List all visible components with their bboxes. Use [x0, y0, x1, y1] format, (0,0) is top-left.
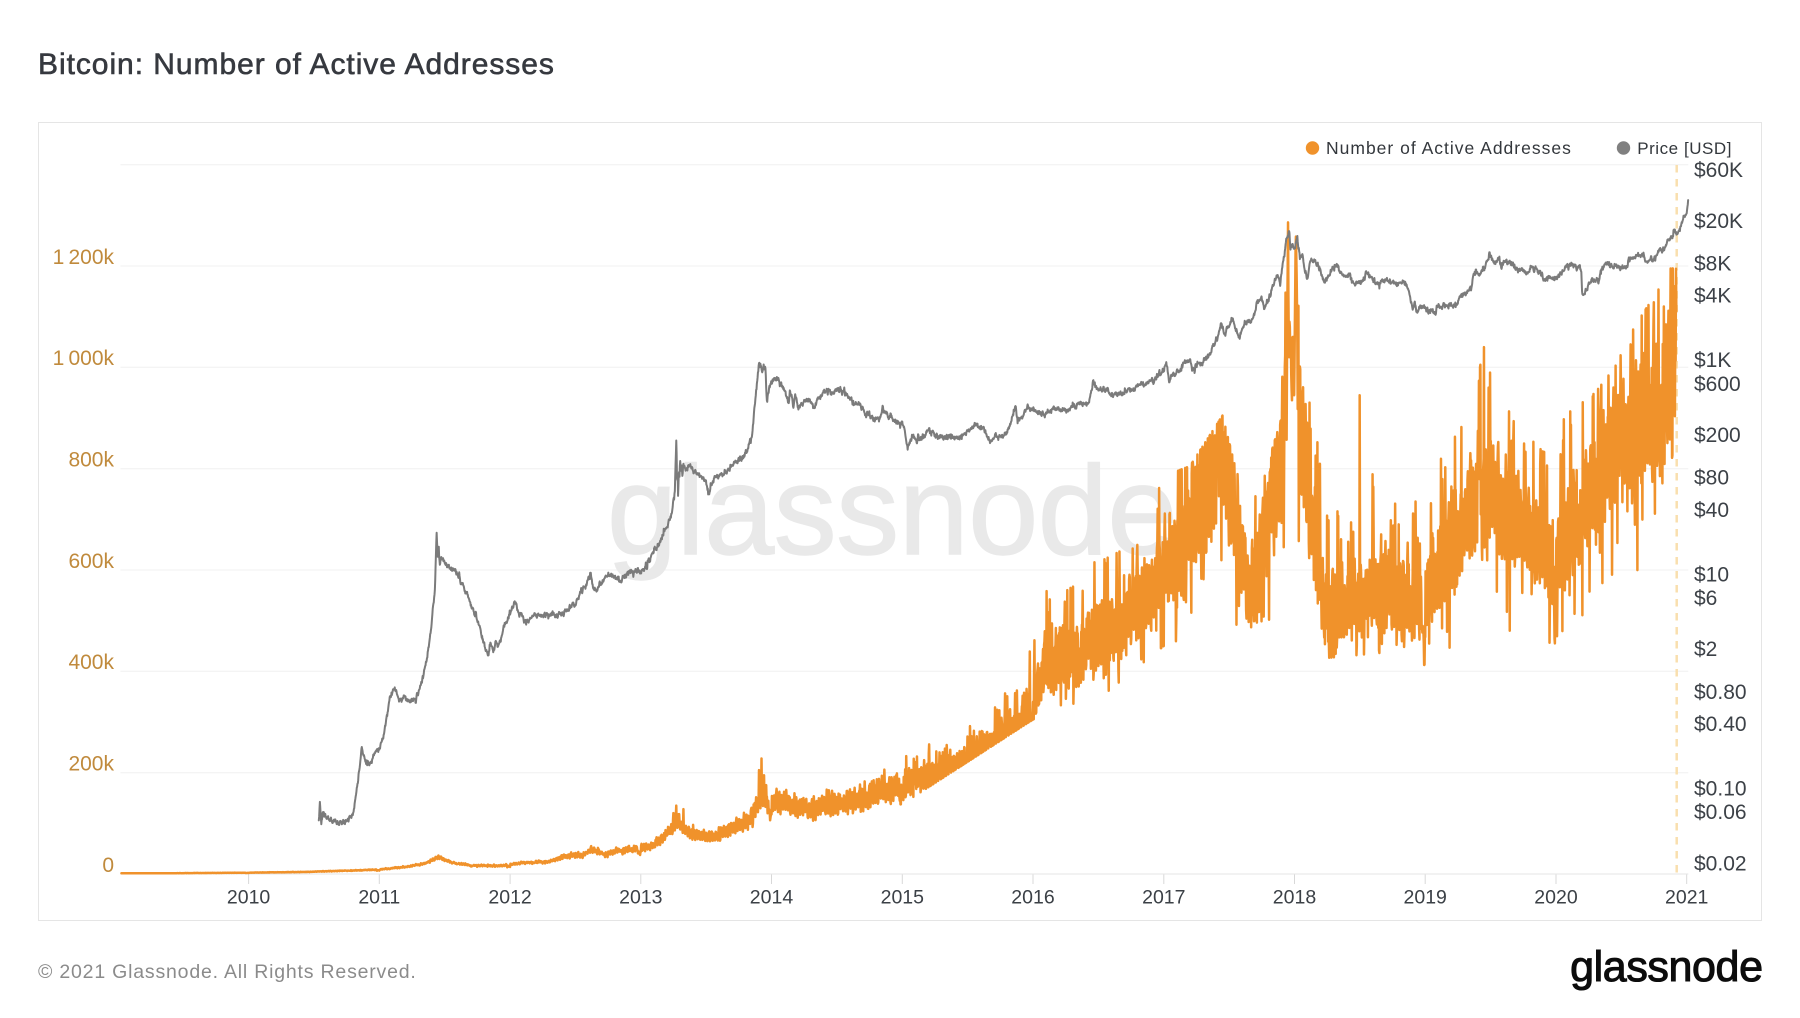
- svg-text:2019: 2019: [1404, 887, 1447, 909]
- svg-text:2016: 2016: [1011, 887, 1054, 909]
- svg-text:$0.40: $0.40: [1694, 713, 1747, 736]
- svg-text:200k: 200k: [68, 753, 114, 776]
- svg-text:2017: 2017: [1142, 887, 1185, 909]
- svg-text:2018: 2018: [1273, 887, 1316, 909]
- svg-text:600k: 600k: [68, 550, 114, 573]
- svg-text:2010: 2010: [227, 887, 271, 909]
- svg-text:0: 0: [102, 854, 114, 877]
- svg-text:1 200k: 1 200k: [53, 246, 115, 269]
- svg-text:2015: 2015: [881, 887, 925, 909]
- svg-text:$4K: $4K: [1694, 285, 1731, 308]
- svg-text:$10: $10: [1694, 563, 1729, 586]
- svg-text:800k: 800k: [68, 449, 114, 472]
- svg-text:Number of Active Addresses: Number of Active Addresses: [1326, 138, 1572, 158]
- svg-text:2011: 2011: [358, 887, 400, 909]
- svg-text:$6: $6: [1694, 587, 1717, 610]
- svg-text:2021: 2021: [1665, 887, 1708, 909]
- svg-text:1 000k: 1 000k: [53, 347, 115, 370]
- svg-text:glassnode: glassnode: [607, 440, 1177, 581]
- svg-text:$2: $2: [1694, 638, 1717, 661]
- svg-text:2020: 2020: [1534, 887, 1578, 909]
- svg-text:$60K: $60K: [1694, 159, 1743, 182]
- svg-text:glassnode: glassnode: [1570, 943, 1762, 991]
- svg-text:$0.06: $0.06: [1694, 801, 1747, 824]
- svg-text:$0.02: $0.02: [1694, 852, 1747, 875]
- svg-text:$80: $80: [1694, 467, 1729, 490]
- svg-text:$0.80: $0.80: [1694, 681, 1747, 704]
- svg-text:Bitcoin: Number of Active Addr: Bitcoin: Number of Active Addresses: [38, 48, 555, 81]
- svg-text:Price [USD]: Price [USD]: [1637, 139, 1732, 158]
- svg-text:$20K: $20K: [1694, 210, 1743, 233]
- svg-text:$200: $200: [1694, 424, 1741, 447]
- svg-text:$600: $600: [1694, 373, 1741, 396]
- svg-text:400k: 400k: [68, 651, 114, 674]
- svg-text:$0.10: $0.10: [1694, 778, 1747, 801]
- svg-text:$40: $40: [1694, 499, 1729, 522]
- svg-text:2014: 2014: [750, 887, 794, 909]
- svg-text:2013: 2013: [619, 887, 662, 909]
- svg-text:$8K: $8K: [1694, 253, 1731, 276]
- svg-text:2012: 2012: [488, 887, 531, 909]
- svg-text:© 2021 Glassnode. All Rights R: © 2021 Glassnode. All Rights Reserved.: [38, 961, 417, 983]
- svg-text:$1K: $1K: [1694, 349, 1731, 372]
